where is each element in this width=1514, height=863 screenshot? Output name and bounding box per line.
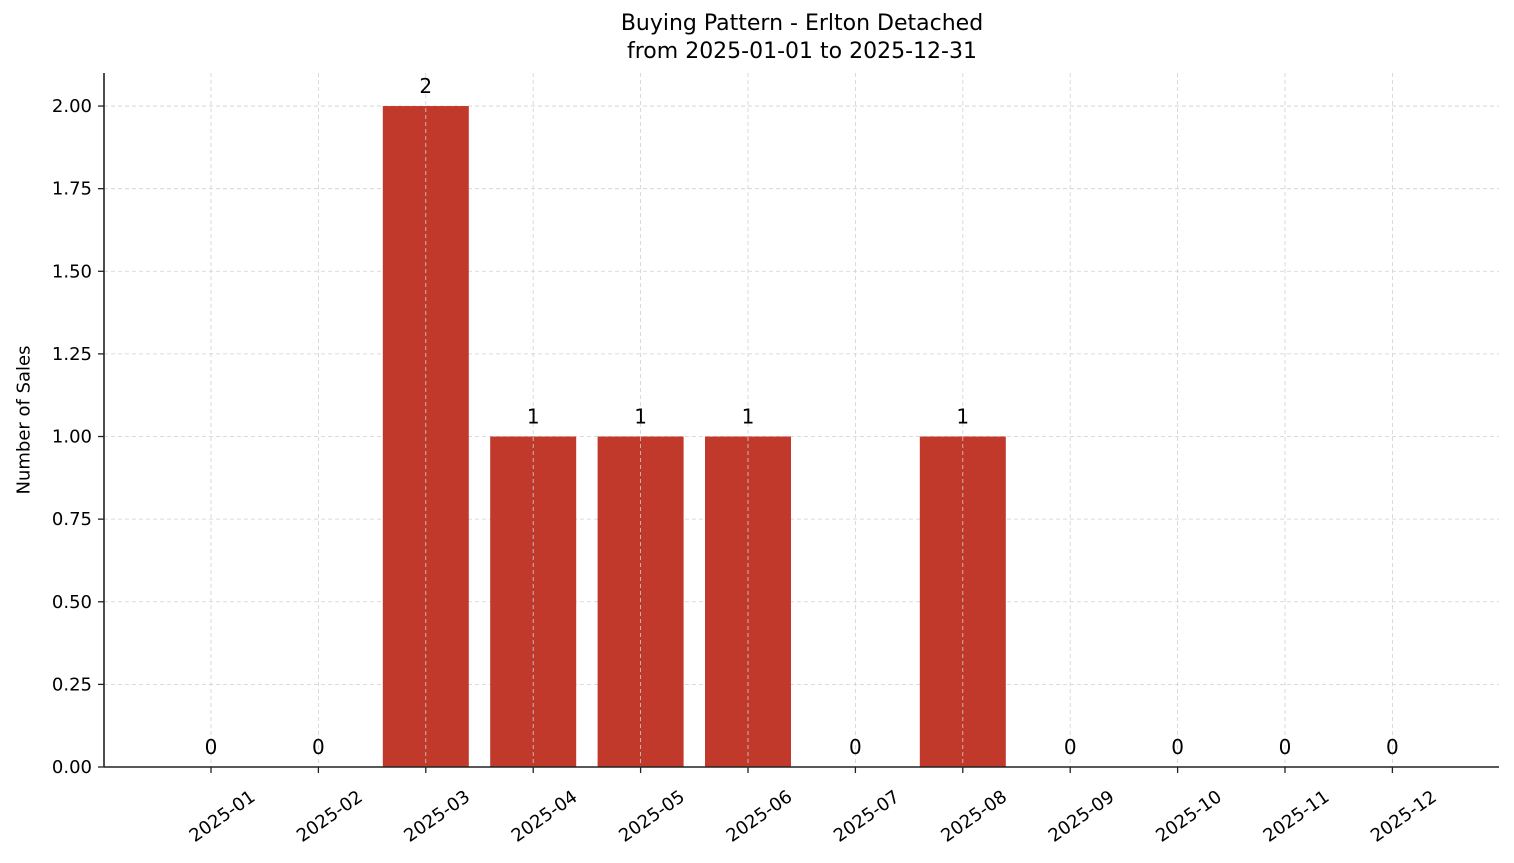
x-tick-label: 2025-12 (1367, 786, 1441, 846)
bar-value-label: 0 (1279, 735, 1292, 759)
x-tick-label: 2025-05 (615, 786, 689, 846)
x-tick-label: 2025-04 (508, 786, 582, 846)
grid-lines-vertical (210, 73, 1393, 767)
chart-title-line2: from 2025-01-01 to 2025-12-31 (627, 39, 977, 64)
y-tick-label: 0.00 (52, 757, 92, 778)
chart-title-line1: Buying Pattern - Erlton Detached (620, 11, 984, 36)
y-tick-label: 2.00 (52, 96, 92, 117)
x-tick-label: 2025-11 (1260, 786, 1334, 846)
bar-value-label: 1 (527, 405, 540, 429)
y-tick-label: 1.00 (52, 427, 92, 448)
x-tick-label: 2025-07 (830, 786, 904, 846)
bar-value-label: 2 (419, 74, 432, 98)
x-tick-label: 2025-10 (1152, 786, 1226, 846)
y-tick-label: 0.50 (52, 592, 92, 613)
bar-value-label: 1 (742, 405, 755, 429)
axes (98, 73, 1499, 773)
y-tick-label: 1.50 (52, 261, 92, 282)
y-tick-label: 1.75 (52, 179, 92, 200)
chart-title: Buying Pattern - Erlton Detached from 20… (0, 10, 1514, 66)
bar-value-label: 0 (1171, 735, 1184, 759)
x-tick-label: 2025-02 (293, 786, 367, 846)
x-tick-label: 2025-06 (723, 786, 797, 846)
bar-value-label: 0 (1386, 735, 1399, 759)
x-tick-label: 2025-08 (937, 786, 1011, 846)
bar-value-labels: 0 0 2 1 1 1 0 1 0 0 0 0 (205, 74, 1399, 759)
y-tick-label: 0.25 (52, 674, 92, 695)
bar-value-label: 1 (956, 405, 969, 429)
y-tick-label: 1.25 (52, 344, 92, 365)
grid-lines (104, 105, 1499, 685)
x-tick-label: 2025-03 (400, 786, 474, 846)
bar-value-label: 1 (634, 405, 647, 429)
bar-value-label: 0 (312, 735, 325, 759)
y-tick-label: 0.75 (52, 509, 92, 530)
x-tick-label: 2025-09 (1045, 786, 1119, 846)
x-tick-label: 2025-01 (186, 786, 260, 846)
bar-value-label: 0 (1064, 735, 1077, 759)
bar (382, 106, 469, 768)
bar-value-label: 0 (849, 735, 862, 759)
bar-value-label: 0 (205, 735, 218, 759)
